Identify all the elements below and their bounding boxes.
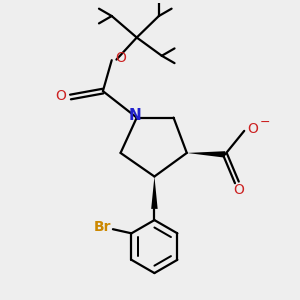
Text: O: O [248,122,259,136]
Text: O: O [56,89,67,103]
Text: O: O [115,51,126,65]
Polygon shape [151,176,158,209]
Text: O: O [233,183,244,197]
Text: N: N [129,108,142,123]
Text: −: − [260,116,271,128]
Text: Br: Br [93,220,111,234]
Polygon shape [187,151,225,158]
